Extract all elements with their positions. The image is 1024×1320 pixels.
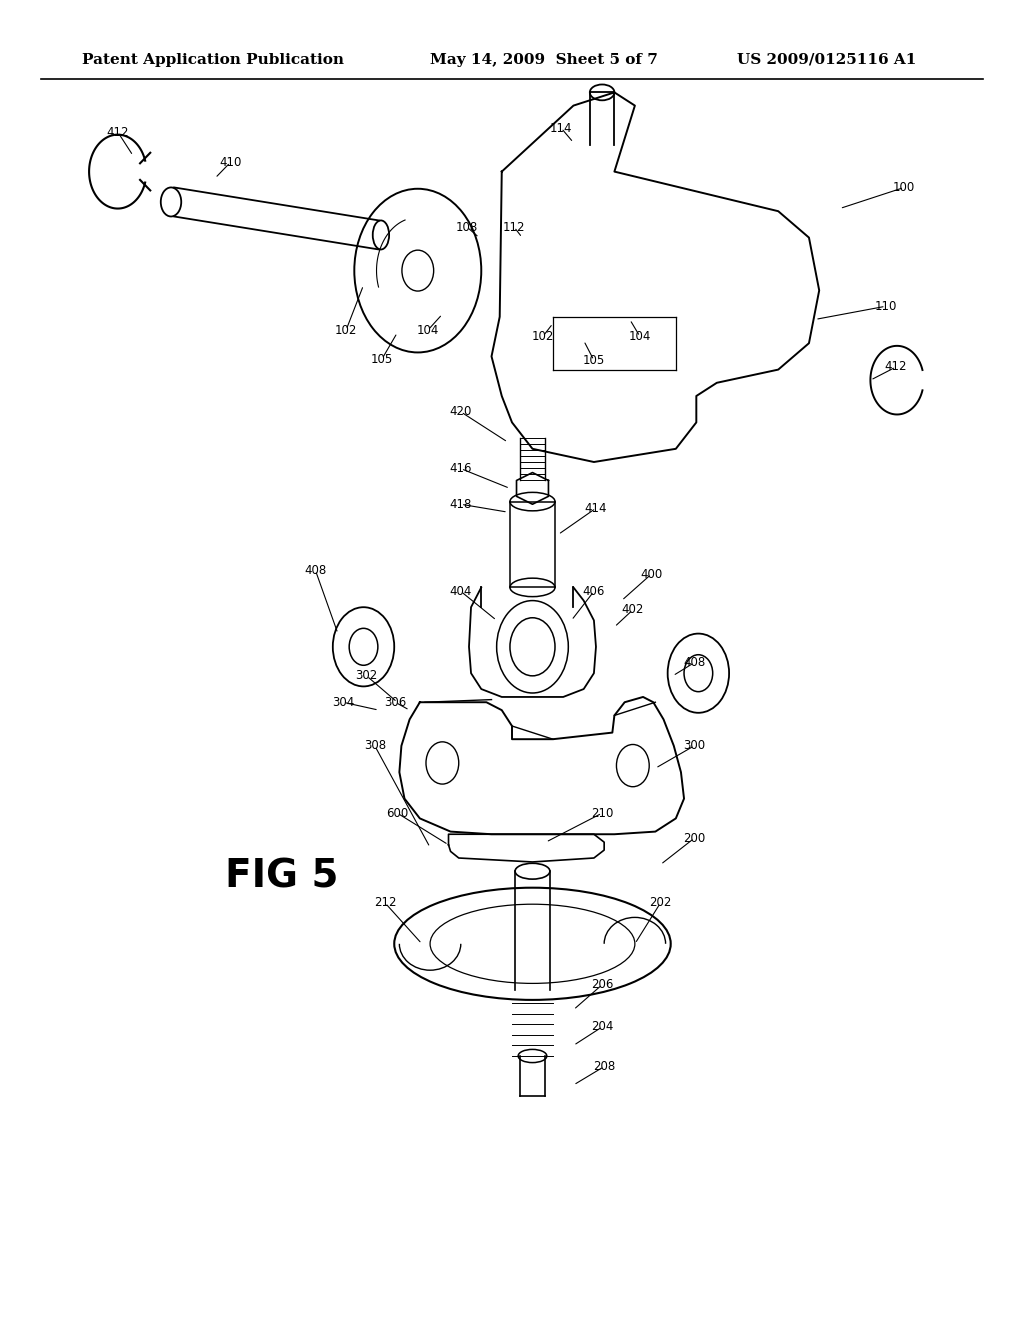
Text: 420: 420	[450, 405, 472, 418]
Text: 304: 304	[332, 696, 354, 709]
Text: Patent Application Publication: Patent Application Publication	[82, 53, 344, 67]
Text: 306: 306	[384, 696, 407, 709]
Text: 416: 416	[450, 462, 472, 475]
Text: 600: 600	[386, 807, 409, 820]
Text: 108: 108	[456, 220, 478, 234]
Text: 102: 102	[335, 323, 357, 337]
Text: 212: 212	[374, 896, 396, 909]
Text: 418: 418	[450, 498, 472, 511]
Text: 408: 408	[683, 656, 706, 669]
Text: US 2009/0125116 A1: US 2009/0125116 A1	[737, 53, 916, 67]
Text: 300: 300	[683, 739, 706, 752]
Text: May 14, 2009  Sheet 5 of 7: May 14, 2009 Sheet 5 of 7	[430, 53, 658, 67]
Text: 210: 210	[591, 807, 613, 820]
Text: 200: 200	[683, 832, 706, 845]
Text: 204: 204	[591, 1020, 613, 1034]
Text: 404: 404	[450, 585, 472, 598]
Text: 104: 104	[417, 323, 439, 337]
Text: 412: 412	[106, 125, 129, 139]
Text: 408: 408	[304, 564, 327, 577]
Text: 105: 105	[583, 354, 605, 367]
Text: 308: 308	[364, 739, 386, 752]
Text: 302: 302	[355, 669, 378, 682]
Text: 100: 100	[893, 181, 915, 194]
Text: 206: 206	[591, 978, 613, 991]
Text: FIG 5: FIG 5	[225, 858, 339, 896]
Text: 412: 412	[885, 360, 907, 374]
Text: 110: 110	[874, 300, 897, 313]
Text: 406: 406	[583, 585, 605, 598]
Text: 400: 400	[640, 568, 663, 581]
Text: 208: 208	[593, 1060, 615, 1073]
Text: 112: 112	[503, 220, 525, 234]
Text: 414: 414	[585, 502, 607, 515]
Text: 102: 102	[531, 330, 554, 343]
Text: 114: 114	[550, 121, 572, 135]
Text: 202: 202	[649, 896, 672, 909]
Text: 402: 402	[622, 603, 644, 616]
Text: 105: 105	[371, 352, 393, 366]
Text: 410: 410	[219, 156, 242, 169]
Text: 104: 104	[629, 330, 651, 343]
